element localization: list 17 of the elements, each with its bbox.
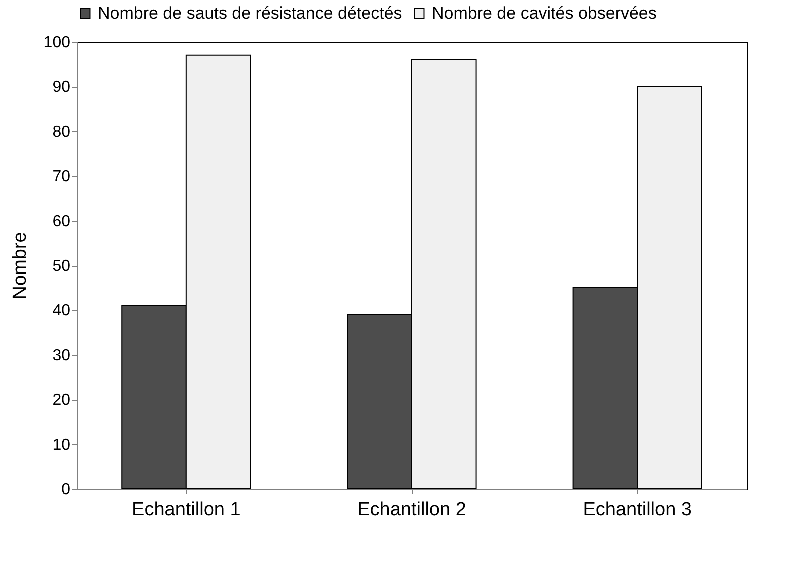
y-tick-label: 90: [52, 79, 71, 96]
legend-label: Nombre de cavités observées: [432, 4, 657, 23]
y-tick-label: 40: [52, 302, 71, 320]
y-tick-label: 0: [62, 482, 71, 498]
y-tick-label: 70: [52, 168, 71, 186]
x-tick-label: Echantillon 3: [583, 500, 692, 520]
y-tick-label: 50: [52, 258, 71, 275]
x-tick-label: Echantillon 1: [132, 500, 241, 520]
y-tick-label: 10: [52, 436, 71, 454]
y-tick-label: 100: [44, 34, 71, 52]
y-axis-title: Nombre: [10, 232, 31, 300]
y-tick-label: 80: [52, 124, 71, 141]
legend-label: Nombre de sauts de résistance détectés: [98, 4, 402, 23]
y-tick-label: 20: [52, 392, 71, 410]
x-tick-label: Echantillon 2: [358, 500, 466, 520]
y-tick-label: 60: [52, 213, 71, 230]
y-tick-label: 30: [52, 347, 71, 364]
